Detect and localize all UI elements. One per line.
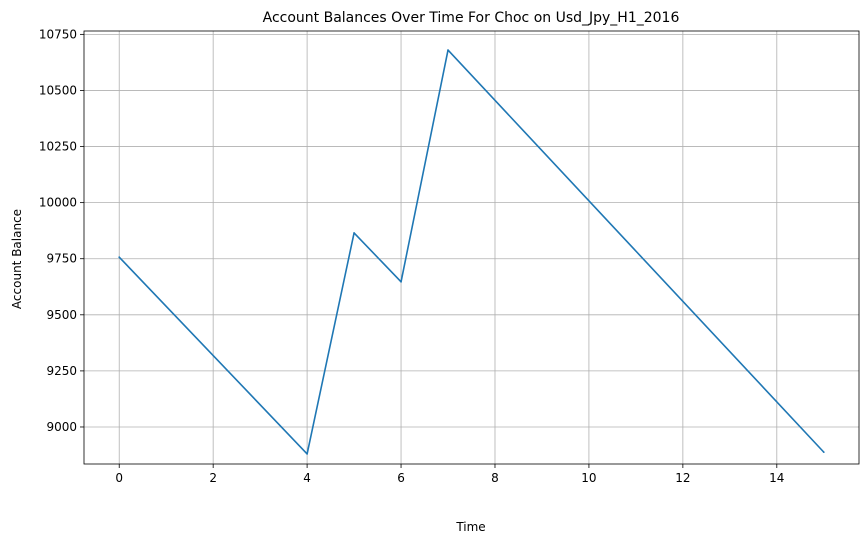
- y-tick-label: 10750: [39, 27, 77, 41]
- y-tick-label: 9500: [46, 308, 77, 322]
- y-tick-label: 10000: [39, 196, 77, 210]
- x-tick-label: 4: [303, 471, 311, 485]
- x-tick-label: 8: [491, 471, 499, 485]
- x-tick-label: 12: [675, 471, 690, 485]
- y-axis-title: Account Balance: [10, 209, 24, 309]
- y-tick-label: 9750: [46, 252, 77, 266]
- y-tick-label: 9250: [46, 364, 77, 378]
- data-point: [118, 256, 120, 258]
- y-tick-label: 9000: [46, 420, 77, 434]
- data-point: [823, 451, 825, 453]
- data-point: [306, 453, 308, 455]
- x-tick-label: 10: [581, 471, 596, 485]
- data-point: [353, 232, 355, 234]
- y-tick-label: 10500: [39, 83, 77, 97]
- y-tick-label: 10250: [39, 140, 77, 154]
- data-point: [400, 281, 402, 283]
- x-axis-title: Time: [455, 520, 485, 534]
- x-tick-label: 6: [397, 471, 405, 485]
- chart-title: Account Balances Over Time For Choc on U…: [263, 10, 680, 26]
- x-tick-label: 2: [209, 471, 217, 485]
- data-point: [447, 49, 449, 51]
- x-tick-label: 0: [115, 471, 123, 485]
- x-tick-label: 14: [769, 471, 784, 485]
